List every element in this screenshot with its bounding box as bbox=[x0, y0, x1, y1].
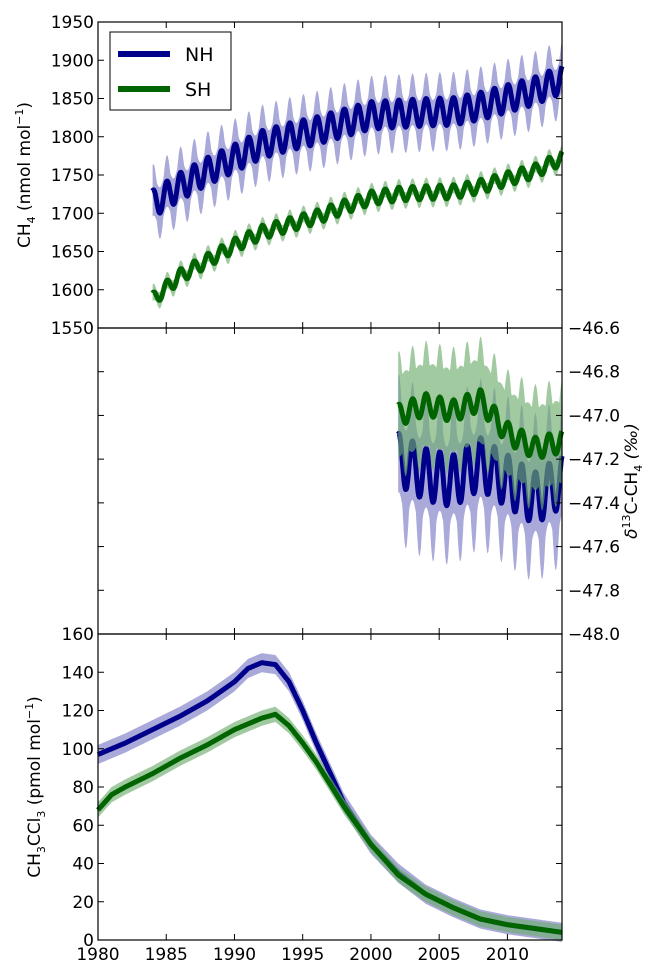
ch4-y-tick-label: 1600 bbox=[51, 281, 94, 301]
ch3ccl3-nh-series-line bbox=[96, 660, 564, 935]
ch4-y-tick-label: 1550 bbox=[51, 319, 94, 339]
ch4-axis-label: CH4 (nmol mol−1) bbox=[13, 102, 38, 248]
d13c-sh-series-line bbox=[396, 387, 565, 460]
d13c-axis-label: δ13C-CH4 (‰) bbox=[620, 423, 645, 539]
ch3ccl3-y-tick-label: 60 bbox=[72, 816, 94, 836]
ch4-y-tick-label: 1900 bbox=[51, 51, 94, 71]
x-tick-label: 1990 bbox=[213, 945, 256, 965]
d13c-y-tick-label: −46.6 bbox=[568, 319, 620, 339]
ch4-nh-series-line bbox=[150, 65, 565, 216]
ch3ccl3-y-tick-label: 80 bbox=[72, 778, 94, 798]
ch4-y-tick-label: 1850 bbox=[51, 90, 94, 110]
ch3ccl3-y-tick-label: 40 bbox=[72, 855, 94, 875]
ch3ccl3-y-tick-label: 120 bbox=[62, 702, 94, 722]
legend-sh-label: SH bbox=[185, 79, 211, 101]
d13c-y-tick-label: −47.4 bbox=[568, 494, 620, 514]
ch3ccl3-y-tick-label: 140 bbox=[62, 663, 94, 683]
x-tick-label: 2005 bbox=[418, 945, 461, 965]
d13c-panel: −48.0 −47.8 −47.6 −47.4 −47.2 −47.0 −46.8 −46.6… bbox=[97, 319, 645, 645]
ch3ccl3-y-tick-label: 100 bbox=[62, 740, 94, 760]
ch4-nh-uncertainty-band bbox=[152, 40, 562, 239]
ch3ccl3-panel: 0 20 40 60 80 100 120 140 160 1980 1985 1990 1995 20… bbox=[23, 625, 564, 965]
ch3ccl3-y-tick-label: 0 bbox=[83, 931, 94, 951]
d13c-y-tick-label: −46.8 bbox=[568, 363, 620, 383]
x-tick-label: 1980 bbox=[76, 945, 119, 965]
ch4-y-tick-label: 1750 bbox=[51, 166, 94, 186]
d13c-y-tick-label: −48.0 bbox=[568, 625, 620, 645]
ch3ccl3-sh-uncertainty-band bbox=[98, 706, 562, 940]
ch4-sh-series-line bbox=[150, 150, 565, 303]
ch4-panel: 1550 1600 1650 1700 1750 1800 1850 1900 1950 CH4… bbox=[13, 13, 565, 339]
d13c-y-tick-label: −47.0 bbox=[568, 406, 620, 426]
x-tick-label: 1995 bbox=[281, 945, 324, 965]
ch3ccl3-sh-series-line bbox=[96, 711, 564, 935]
x-tick-label: 2010 bbox=[486, 945, 529, 965]
ch3ccl3-y-tick-label: 20 bbox=[72, 893, 94, 913]
ch3ccl3-y-tick-label: 160 bbox=[62, 625, 94, 645]
d13c-y-tick-label: −47.8 bbox=[568, 581, 620, 601]
ch4-y-tick-label: 1800 bbox=[51, 128, 94, 148]
x-tick-label: 1985 bbox=[145, 945, 188, 965]
x-tick-label: 2000 bbox=[349, 945, 392, 965]
legend: NH SH bbox=[109, 31, 232, 111]
ch4-y-tick-label: 1950 bbox=[51, 13, 94, 33]
legend-nh-label: NH bbox=[185, 44, 214, 66]
d13c-y-tick-label: −47.2 bbox=[568, 450, 620, 470]
ch4-y-tick-label: 1650 bbox=[51, 243, 94, 263]
ch3ccl3-nh-uncertainty-band bbox=[98, 653, 562, 942]
ch4-y-tick-label: 1700 bbox=[51, 204, 94, 224]
legend-box bbox=[109, 31, 232, 111]
ch3ccl3-axis-label: CH3CCl3 (pmol mol−1) bbox=[23, 696, 48, 878]
d13c-sh-uncertainty-band bbox=[398, 336, 562, 511]
d13c-y-tick-label: −47.6 bbox=[568, 538, 620, 558]
